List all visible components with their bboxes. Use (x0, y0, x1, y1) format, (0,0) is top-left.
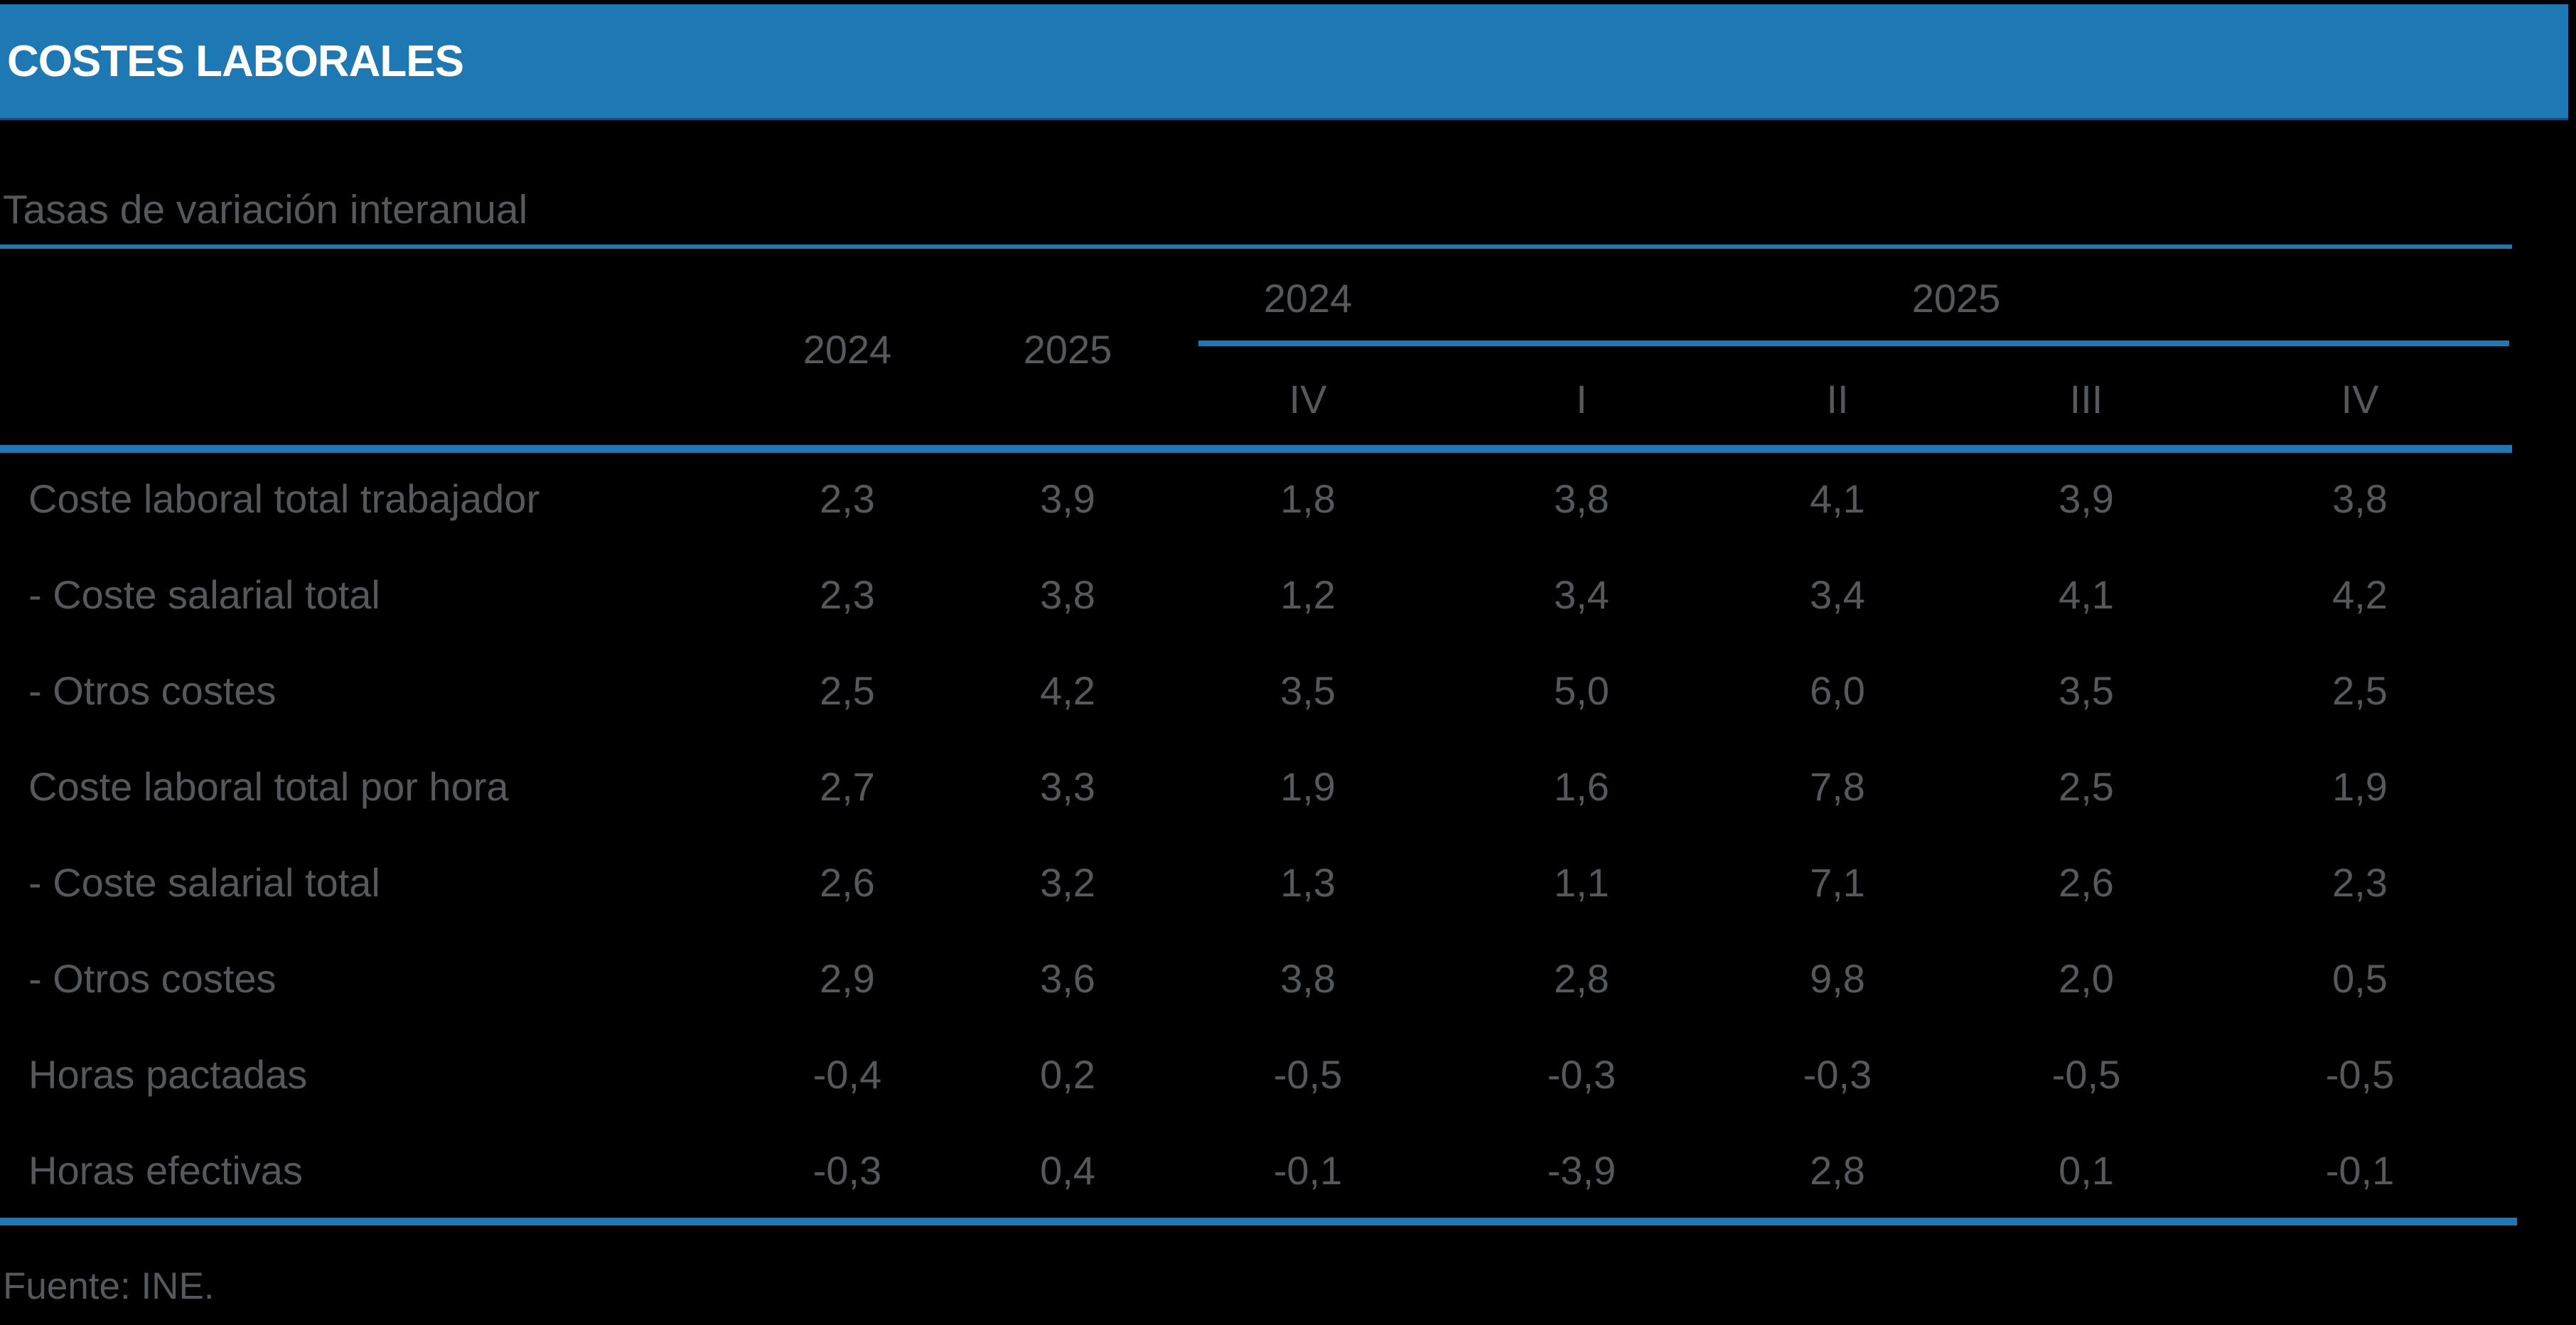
cell-2025-q3: 3,5 (2059, 668, 2114, 713)
cell-2025-q3: 2,0 (2059, 956, 2114, 1001)
cell-annual-2024: 2,7 (820, 764, 875, 809)
column-header-annual-2024: 2024 (803, 327, 892, 372)
cell-2025-q2: 9,8 (1810, 956, 1865, 1001)
source-note: Fuente: INE. (3, 1265, 215, 1307)
cell-annual-2025: 0,4 (1040, 1148, 1095, 1193)
row-label: Coste laboral total trabajador (28, 476, 540, 521)
cell-2025-q3: 3,9 (2059, 476, 2114, 521)
cell-annual-2024: -0,4 (812, 1052, 882, 1097)
cell-annual-2025: 0,2 (1040, 1052, 1095, 1097)
title-bar: COSTES LABORALES (0, 4, 2568, 120)
table-bottom-rule (0, 1218, 2517, 1225)
cell-2024-q4: 1,3 (1280, 860, 1336, 905)
cell-2025-q4: 3,8 (2332, 476, 2388, 521)
cell-2025-q1: 1,6 (1554, 764, 1609, 809)
quarter-header-2025-ii: II (1826, 377, 1849, 422)
row-label: - Coste salarial total (28, 860, 380, 905)
quarter-header-2025-i: I (1576, 377, 1587, 422)
year-group-header-2025: 2025 (1911, 276, 2001, 321)
cell-2025-q2: 2,8 (1810, 1148, 1865, 1193)
cell-2025-q4: 2,5 (2332, 668, 2388, 713)
row-label: Horas efectivas (28, 1148, 303, 1193)
subtitle: Tasas de variación interanual (3, 187, 528, 232)
quarter-header-2025-iv: IV (2341, 377, 2379, 422)
cell-2025-q2: 7,1 (1810, 860, 1865, 905)
cell-annual-2024: 2,9 (820, 956, 875, 1001)
cell-annual-2025: 3,9 (1040, 476, 1095, 521)
cell-2025-q3: 2,5 (2059, 764, 2114, 809)
cell-2025-q2: 3,4 (1810, 572, 1865, 617)
table-row: - Coste salarial total 2,3 3,8 1,2 3,4 3… (0, 547, 2516, 643)
cell-2025-q1: 3,8 (1554, 476, 1609, 521)
cell-annual-2024: 2,3 (820, 476, 875, 521)
cell-2025-q4: 1,9 (2332, 764, 2388, 809)
cell-2025-q3: 2,6 (2059, 860, 2114, 905)
cell-annual-2024: 2,6 (820, 860, 875, 905)
cell-annual-2024: 2,3 (820, 572, 875, 617)
page-title: COSTES LABORALES (7, 36, 464, 86)
cell-2024-q4: 1,2 (1280, 572, 1336, 617)
column-header-annual-2025: 2025 (1023, 327, 1112, 372)
row-label: Coste laboral total por hora (28, 764, 509, 809)
table-row: - Coste salarial total 2,6 3,2 1,3 1,1 7… (0, 835, 2516, 930)
cell-2025-q1: 2,8 (1554, 956, 1609, 1001)
cell-2025-q4: 4,2 (2332, 572, 2388, 617)
cell-annual-2025: 4,2 (1040, 668, 1095, 713)
cell-2025-q4: -0,1 (2325, 1148, 2395, 1193)
cell-2025-q1: 3,4 (1554, 572, 1609, 617)
row-label: - Otros costes (28, 668, 277, 713)
cell-2024-q4: -0,5 (1273, 1052, 1343, 1097)
year-group-rule (1198, 340, 2509, 346)
cell-annual-2024: 2,5 (820, 668, 875, 713)
cell-2025-q2: -0,3 (1803, 1052, 1872, 1097)
cell-2025-q1: -3,9 (1547, 1148, 1616, 1193)
cell-annual-2025: 3,2 (1040, 860, 1095, 905)
cell-annual-2024: -0,3 (812, 1148, 882, 1193)
cell-2025-q1: -0,3 (1547, 1052, 1616, 1097)
cell-2024-q4: 1,9 (1280, 764, 1336, 809)
header-rule (0, 445, 2512, 453)
cell-2024-q4: -0,1 (1273, 1148, 1343, 1193)
row-label: - Coste salarial total (28, 572, 380, 617)
cell-2025-q3: 4,1 (2059, 572, 2114, 617)
year-group-header-2024: 2024 (1263, 276, 1353, 321)
subtitle-rule (0, 245, 2512, 249)
table-row: Coste laboral total trabajador 2,3 3,9 1… (0, 451, 2516, 547)
cell-2025-q1: 1,1 (1554, 860, 1609, 905)
cell-2025-q1: 5,0 (1554, 668, 1609, 713)
table-row: - Otros costes 2,9 3,6 3,8 2,8 9,8 2,0 0… (0, 930, 2516, 1026)
cell-2025-q2: 4,1 (1810, 476, 1865, 521)
cell-2025-q4: 0,5 (2332, 956, 2388, 1001)
table-row: - Otros costes 2,5 4,2 3,5 5,0 6,0 3,5 2… (0, 643, 2516, 739)
table-row: Horas efectivas -0,3 0,4 -0,1 -3,9 2,8 0… (0, 1122, 2516, 1218)
cell-2025-q3: 0,1 (2059, 1148, 2114, 1193)
cell-annual-2025: 3,8 (1040, 572, 1095, 617)
cell-2025-q2: 6,0 (1810, 668, 1865, 713)
cell-2025-q2: 7,8 (1810, 764, 1865, 809)
cell-2024-q4: 3,5 (1280, 668, 1336, 713)
row-label: - Otros costes (28, 956, 277, 1001)
table-body: Coste laboral total trabajador 2,3 3,9 1… (0, 451, 2516, 1218)
cell-annual-2025: 3,6 (1040, 956, 1095, 1001)
cell-2024-q4: 3,8 (1280, 956, 1336, 1001)
quarter-header-2024-iv: IV (1289, 377, 1327, 422)
cell-2025-q4: -0,5 (2325, 1052, 2395, 1097)
table-row: Horas pactadas -0,4 0,2 -0,5 -0,3 -0,3 -… (0, 1026, 2516, 1122)
cell-2025-q4: 2,3 (2332, 860, 2388, 905)
cell-annual-2025: 3,3 (1040, 764, 1095, 809)
cell-2025-q3: -0,5 (2051, 1052, 2121, 1097)
cell-2024-q4: 1,8 (1280, 476, 1336, 521)
table-row: Coste laboral total por hora 2,7 3,3 1,9… (0, 739, 2516, 835)
row-label: Horas pactadas (28, 1052, 308, 1097)
quarter-header-2025-iii: III (2069, 377, 2103, 422)
